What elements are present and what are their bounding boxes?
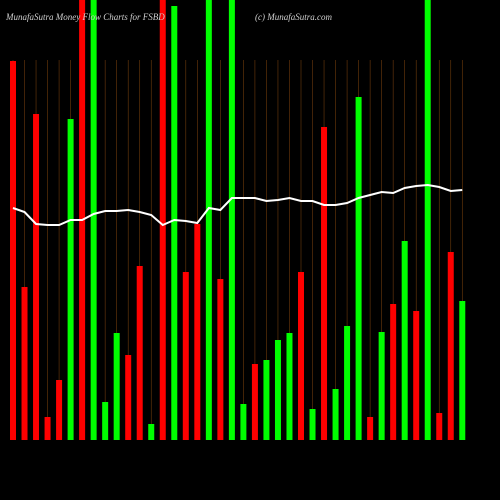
bar <box>182 272 189 440</box>
bar <box>447 252 454 440</box>
bar <box>102 402 109 440</box>
bar <box>286 333 293 440</box>
bar <box>251 364 258 440</box>
bar <box>344 326 351 440</box>
bar <box>125 355 132 440</box>
bar <box>10 61 16 440</box>
bar <box>401 241 408 440</box>
bar <box>228 0 235 440</box>
bar <box>459 301 466 440</box>
bar <box>424 0 431 440</box>
bar <box>21 287 28 440</box>
bar <box>217 279 224 440</box>
bar <box>321 127 328 440</box>
bar <box>171 6 178 440</box>
bar <box>367 417 374 440</box>
chart-title: MunafaSutra Money Flow Charts for FSBD <box>5 12 165 22</box>
bar <box>309 409 316 440</box>
bar <box>263 360 270 440</box>
bar <box>205 0 212 440</box>
bar <box>298 272 304 440</box>
bar <box>355 97 362 440</box>
bar <box>67 119 74 440</box>
bar <box>436 413 443 440</box>
bar <box>113 333 120 440</box>
bar <box>159 0 166 440</box>
bar <box>148 424 155 440</box>
bar <box>274 340 281 440</box>
bar <box>240 404 247 440</box>
lines <box>12 183 463 227</box>
bar <box>413 311 420 440</box>
bar <box>390 304 397 440</box>
bar <box>44 417 51 440</box>
bar <box>332 389 339 440</box>
bar <box>33 114 40 440</box>
bar <box>136 266 143 440</box>
bar <box>194 224 201 440</box>
chart-subtitle: (c) MunafaSutra.com <box>255 12 332 22</box>
bar <box>56 380 63 440</box>
money-flow-line <box>12 183 463 227</box>
bar <box>90 0 97 440</box>
bar <box>378 332 385 440</box>
